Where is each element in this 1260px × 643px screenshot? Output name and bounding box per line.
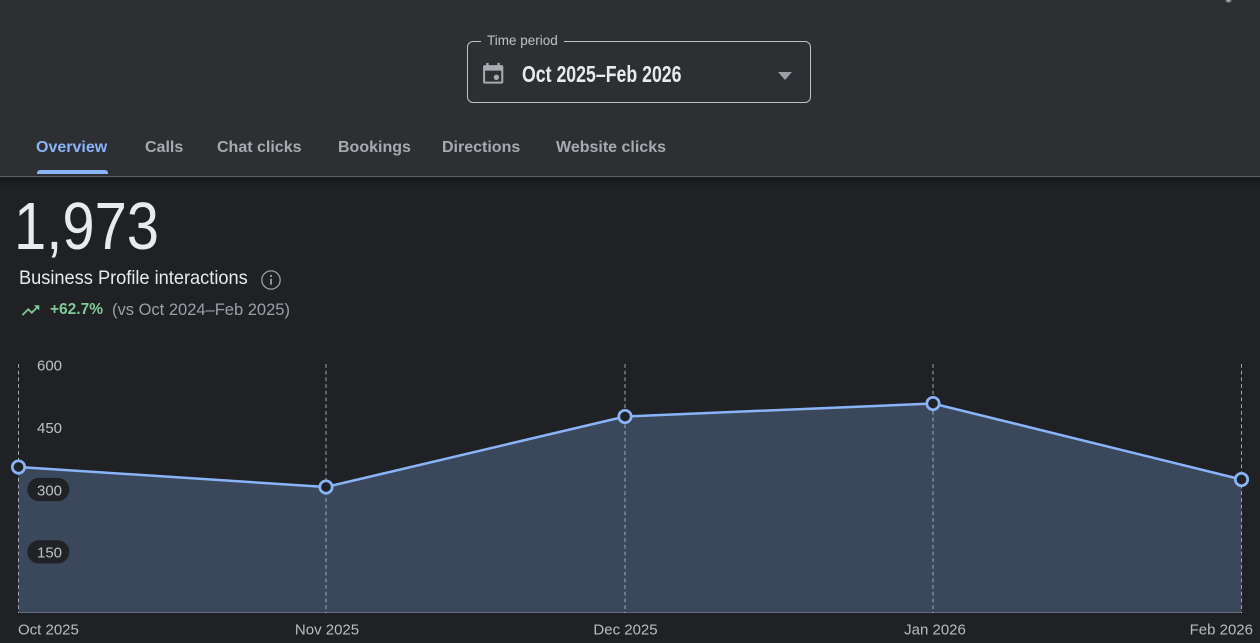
svg-text:Nov 2025: Nov 2025: [295, 622, 359, 639]
svg-text:450: 450: [37, 420, 62, 437]
svg-text:Feb 2026: Feb 2026: [1190, 622, 1253, 639]
svg-text:600: 600: [37, 358, 62, 375]
svg-text:Jan 2026: Jan 2026: [904, 622, 966, 639]
svg-text:300: 300: [37, 483, 62, 500]
svg-text:Dec 2025: Dec 2025: [593, 622, 657, 639]
svg-text:Oct 2025: Oct 2025: [18, 622, 79, 639]
svg-text:150: 150: [37, 545, 62, 562]
